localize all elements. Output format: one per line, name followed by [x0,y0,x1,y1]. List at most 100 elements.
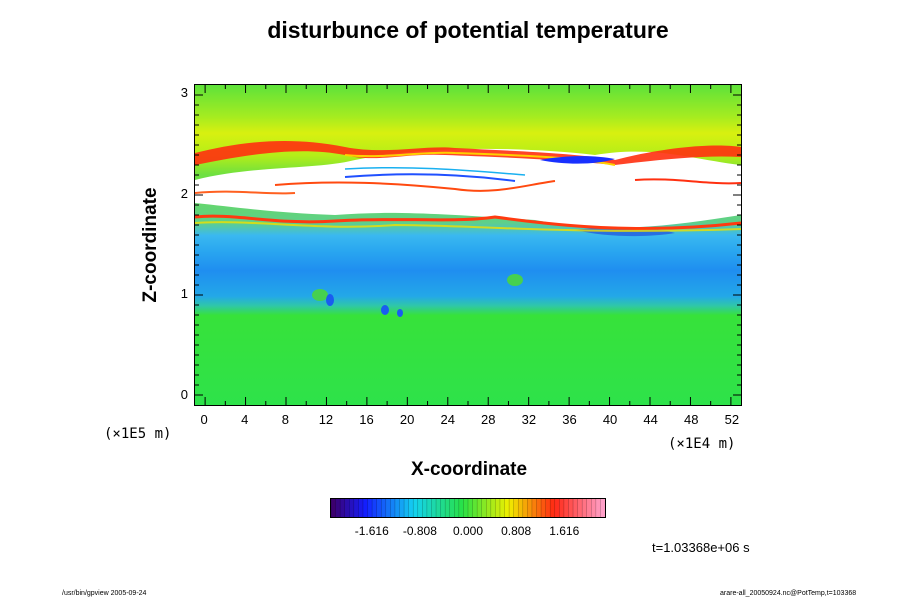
y-tick-label: 3 [180,85,188,101]
x-tick-label: 40 [602,412,618,427]
x-tick-label: 52 [724,412,740,427]
colorbar-swatch [394,499,400,517]
colorbar-swatch [408,499,414,517]
y-tick-label: 2 [180,185,188,201]
x-tick-label: 28 [481,412,496,427]
colorbar-tick-label: -1.616 [354,524,389,538]
colorbar-swatch [399,499,405,517]
lower-red-edge [195,214,741,231]
colorbar-swatch [422,499,428,517]
x-tick-label: 0 [200,412,208,427]
y-axis-label: Z-coordinate [140,187,161,303]
colorbar-swatch [349,499,355,517]
colorbar [330,498,606,518]
colorbar-swatch [477,499,483,517]
colorbar-swatch [563,499,569,517]
core-streak-2 [344,173,516,182]
footer-left: /usr/bin/gpview 2005-09-24 [62,590,147,597]
x-axis-label: X-coordinate [410,459,528,480]
field-background [195,85,741,405]
colorbar-swatch [390,499,396,517]
plot-area [194,84,742,406]
colorbar-swatch [404,499,410,517]
white-core [195,148,741,228]
colorbar-tick-label: 0.808 [501,524,532,538]
colorbar-swatch [582,499,588,517]
x-tick-label: 32 [521,412,537,427]
colorbar-swatch [541,499,547,517]
colorbar-swatch [513,499,519,517]
colorbar-swatch [376,499,382,517]
bubble-4 [397,309,403,317]
colorbar-swatch [417,499,423,517]
colorbar-swatch [504,499,510,517]
chart-title: disturbunce of potential temperature [267,17,669,43]
colorbar-swatch [335,499,341,517]
colorbar-swatch [344,499,350,517]
colorbar-tick-label: -0.808 [402,524,437,538]
bubble-1 [312,289,328,301]
colorbar-swatches [330,499,606,517]
colorbar-swatch [367,499,373,517]
colorbar-swatch [458,499,464,517]
colorbar-swatch [531,499,537,517]
lower-yellow-edge [195,221,741,232]
colorbar-swatch [486,499,492,517]
potential-temperature-field [195,85,741,405]
x-unit-label: (×1E4 m) [668,436,736,452]
colorbar-swatch [568,499,574,517]
colorbar-swatch [340,499,346,517]
x-tick-label: 20 [399,412,415,427]
colorbar-swatch [472,499,478,517]
colorbar-swatch [536,499,542,517]
colorbar-swatch [358,499,364,517]
x-tick-label: 12 [318,412,334,427]
colorbar-swatch [331,499,337,517]
colorbar-swatch [362,499,369,517]
colorbar-swatch [550,499,556,517]
colorbar-swatch [586,499,592,517]
y-tick-label: 1 [180,286,188,302]
colorbar-swatch [426,499,432,517]
bubble-5 [326,294,334,306]
colorbar-swatch [559,499,565,517]
colorbar-swatch [554,499,560,517]
colorbar-swatch [381,499,387,517]
colorbar-swatch [509,499,515,517]
x-tick-label: 36 [562,412,577,427]
y-tick-label: 0 [180,386,188,402]
colorbar-swatch [527,499,533,517]
x-tick-label: 8 [281,412,289,427]
core-streak-4 [634,178,741,185]
colorbar-swatch [495,499,501,517]
colorbar-swatch [436,499,442,517]
colorbar-swatch [591,499,597,517]
x-tick-label: 16 [359,412,374,427]
colorbar-swatch [468,499,474,517]
x-tick-label: 4 [241,412,249,427]
colorbar-swatch [573,499,579,517]
colorbar-swatch [385,499,391,517]
colorbar-swatch [518,499,524,517]
colorbar-swatch [454,499,460,517]
colorbar-swatch [600,499,606,517]
blue-patch-upper [540,156,615,164]
y-unit-label: (×1E5 m) [104,426,172,442]
x-tick-label: 24 [440,412,455,427]
colorbar-swatch [440,499,446,517]
core-streak-3 [195,190,296,195]
bubble-2 [507,274,523,286]
colorbar-swatch [449,499,455,517]
time-annotation: t=1.03368e+06 s [652,540,750,555]
colorbar-swatch [372,499,378,517]
bubble-3 [381,305,389,315]
x-tick-label: 48 [684,412,699,427]
colorbar-swatch [577,499,583,517]
colorbar-swatch [499,499,506,517]
colorbar-swatch [431,499,437,517]
colorbar-swatch [545,499,551,517]
colorbar-swatch [595,499,601,517]
colorbar-swatch [463,499,469,517]
colorbar-swatch [353,499,359,517]
colorbar-tick-label: 1.616 [549,524,580,538]
